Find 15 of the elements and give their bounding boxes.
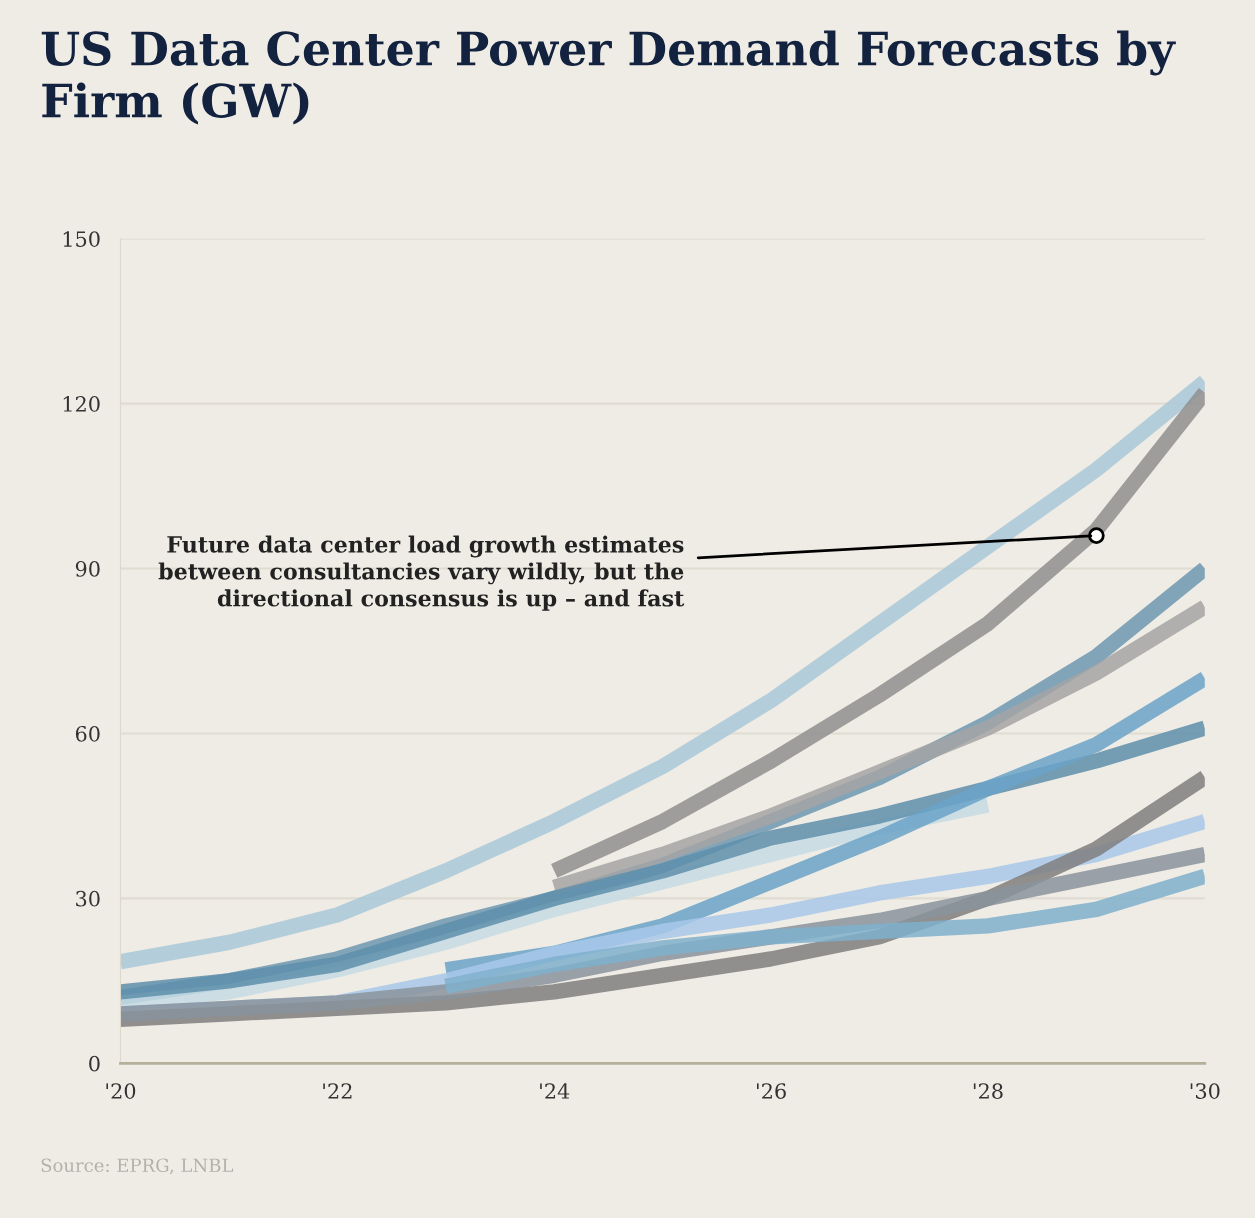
- y-tick-label: 30: [76, 890, 100, 907]
- x-tick-label: '24: [540, 1083, 570, 1099]
- x-tick-label: '22: [323, 1083, 352, 1099]
- y-tick-label: 0: [89, 1055, 100, 1072]
- source-note: Source: EPRG, LNBL: [41, 1158, 234, 1175]
- annotation: Future data center load growth estimates between consultancies vary wildly, but the directional consensus is up – and fast: [158, 535, 685, 611]
- y-tick-label: 150: [63, 231, 100, 247]
- x-tick-label: '26: [757, 1083, 786, 1099]
- y-tick-label: 90: [75, 561, 100, 577]
- x-tick-label: '28: [973, 1083, 1003, 1099]
- x-tick-label: '30: [1190, 1083, 1220, 1099]
- y-tick-label: 120: [63, 396, 100, 412]
- chart-title: US Data Center Power Demand Forecasts by Firm (GW): [41, 30, 1176, 125]
- y-tick-label: 60: [75, 725, 100, 742]
- x-tick-label: '20: [106, 1083, 136, 1099]
